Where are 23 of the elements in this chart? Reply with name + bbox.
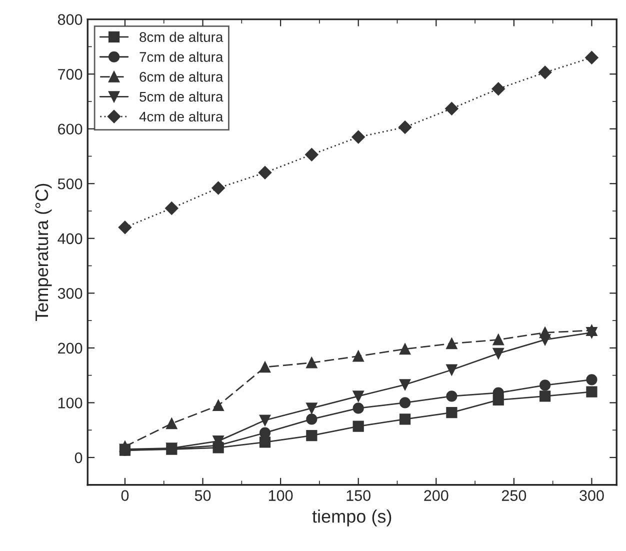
legend-label: 7cm de altura	[140, 52, 224, 62]
x-tick-label: 300	[580, 490, 604, 501]
y-tick-label: 400	[58, 233, 82, 244]
legend-label: 5cm de altura	[140, 91, 224, 102]
x-tick-label: 100	[268, 490, 293, 501]
x-axis-title: tiempo (s)	[312, 510, 392, 526]
y-tick-label: 100	[58, 398, 82, 408]
y-tick-label: 300	[58, 288, 82, 299]
y-tick-label: 700	[58, 68, 82, 80]
y-tick-label: 800	[58, 14, 82, 25]
y-tick-label: 500	[58, 178, 82, 190]
x-tick-label: 0	[121, 490, 129, 501]
legend-label: 6cm de altura	[140, 72, 224, 82]
x-tick-label: 250	[502, 490, 526, 501]
y-tick-label: 200	[58, 342, 82, 354]
y-tick-label: 0	[74, 452, 82, 464]
legend-label: 8cm de altura	[140, 32, 224, 42]
x-tick-label: 50	[194, 490, 211, 501]
x-tick-label: 150	[346, 490, 370, 501]
x-tick-label: 200	[424, 490, 448, 501]
y-axis-title: Temperatura (°C)	[34, 184, 52, 321]
y-tick-label: 600	[58, 124, 82, 135]
legend-label: 4cm de altura	[139, 111, 224, 122]
